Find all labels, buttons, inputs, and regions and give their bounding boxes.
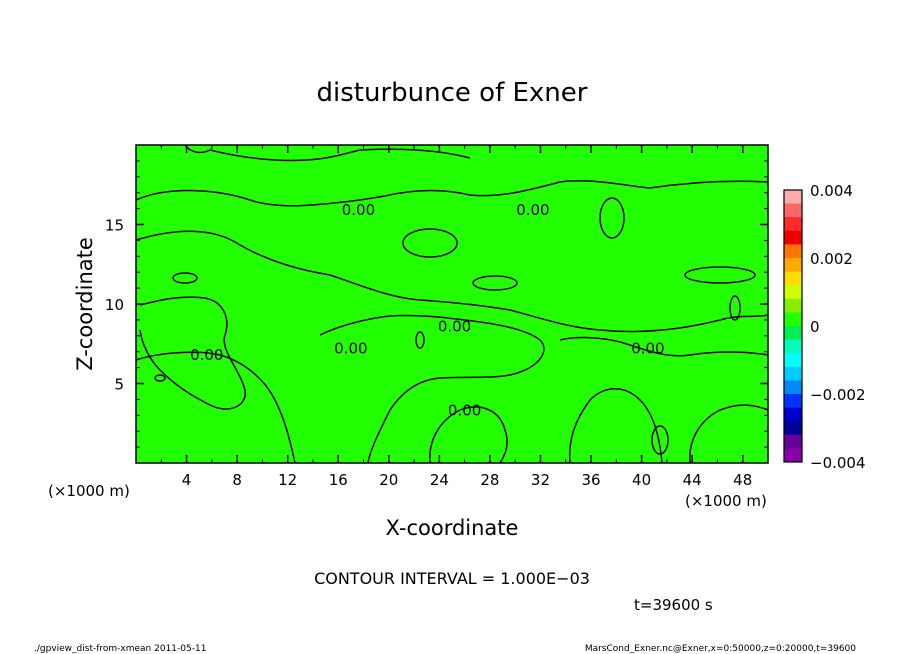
contour-line-bottom-band <box>135 351 296 464</box>
contour-label: 0.00 <box>342 201 375 219</box>
contour-lines <box>135 144 769 464</box>
contour-line-upper-lower-edge <box>135 230 769 333</box>
contour-line-far-right-bottom <box>689 404 769 464</box>
colorbar-swatch <box>784 339 802 354</box>
colorbar-swatch <box>784 217 802 232</box>
contour-label: 0.00 <box>190 346 223 364</box>
colorbar-swatch <box>784 394 802 409</box>
colorbar-swatch <box>784 312 802 327</box>
contour-closed-cell-4 <box>599 197 625 239</box>
contour-line-center-bottom <box>429 406 508 464</box>
x-tick-label: 32 <box>531 471 550 489</box>
colorbar-swatch <box>784 421 802 436</box>
footer-left: ./gpview_dist-from-xmean 2011-05-11 <box>34 644 206 654</box>
colorbar-tick-label: 0.004 <box>810 182 853 200</box>
colorbar-tick-label: −0.002 <box>810 386 866 404</box>
contour-line-top-left <box>184 144 471 162</box>
x-axis-label: X-coordinate <box>386 516 519 540</box>
colorbar-tick-label: −0.004 <box>810 454 866 472</box>
colorbar-tick-label: 0.002 <box>810 250 853 268</box>
colorbar-swatch <box>784 448 802 463</box>
contour-label: 0.00 <box>631 340 664 358</box>
x-tick-label: 4 <box>182 471 192 489</box>
colorbar-swatch <box>784 380 802 395</box>
colorbar-swatch <box>784 366 802 381</box>
y-tick-label: 15 <box>105 217 124 235</box>
colorbar-tick-label: 0 <box>810 318 820 336</box>
contour-label: 0.00 <box>334 340 367 358</box>
time-label: t=39600 s <box>634 596 713 614</box>
x-tick-label: 24 <box>430 471 449 489</box>
x-tick-label: 48 <box>733 471 752 489</box>
colorbar-swatch <box>784 203 802 218</box>
colorbar-swatch <box>784 244 802 259</box>
contour-closed-cell-7 <box>154 374 166 382</box>
contour-closed-cell-3 <box>172 272 198 284</box>
colorbar-swatch <box>784 285 802 300</box>
colorbar-swatch <box>784 353 802 368</box>
y-tick-label: 5 <box>114 376 124 394</box>
contour-label: 0.00 <box>438 317 471 335</box>
contour-line-right-middle <box>559 336 769 357</box>
contour-interval-text: CONTOUR INTERVAL = 1.000E−03 <box>314 569 590 588</box>
x-tick-label: 8 <box>232 471 242 489</box>
contour-closed-cell-6 <box>729 295 741 321</box>
x-unit-left: (×1000 m) <box>48 482 130 500</box>
contour-closed-cell-8 <box>651 425 669 455</box>
contour-line-right-bottom <box>568 388 663 464</box>
colorbar-swatch <box>784 434 802 449</box>
chart-title: disturbunce of Exner <box>317 78 588 108</box>
contour-labels: 0.00 0.00 0.00 0.00 0.00 0.00 0.00 <box>190 201 665 419</box>
x-axis: 4 8 12 16 20 24 28 32 36 40 44 48 <box>160 145 752 489</box>
y-tick-label: 10 <box>105 296 124 314</box>
plot-area: 0.00 0.00 0.00 0.00 0.00 0.00 0.00 <box>135 144 769 464</box>
colorbar-frame <box>783 189 803 463</box>
contour-closed-cell-1 <box>402 228 458 258</box>
x-unit-right: (×1000 m) <box>685 492 767 510</box>
colorbar-swatch <box>784 326 802 341</box>
colorbar-swatch <box>784 271 802 286</box>
x-tick-label: 40 <box>632 471 651 489</box>
colorbar-swatch <box>784 230 802 245</box>
contour-line-upper-band <box>135 180 769 207</box>
contour-closed-cell-2 <box>472 275 518 291</box>
colorbar-swatch <box>784 258 802 273</box>
contour-label: 0.00 <box>516 201 549 219</box>
contour-closed-cell-5 <box>684 266 756 284</box>
contour-line-middle-left <box>139 296 246 410</box>
colorbar-swatch <box>784 298 802 313</box>
x-tick-label: 36 <box>581 471 600 489</box>
colorbar-swatch <box>784 407 802 422</box>
y-axis-label: Z-coordinate <box>73 237 97 371</box>
x-tick-label: 16 <box>329 471 348 489</box>
contour-line-center <box>319 314 545 464</box>
x-tick-label: 28 <box>480 471 499 489</box>
contour-label: 0.00 <box>448 402 481 420</box>
footer-right: MarsCond_Exner.nc@Exner,x=0:50000,z=0:20… <box>585 644 856 654</box>
x-tick-label: 12 <box>278 471 297 489</box>
x-tick-label: 44 <box>683 471 702 489</box>
contour-closed-cell-9 <box>415 331 425 349</box>
colorbar-swatch <box>784 190 802 205</box>
y-axis: 5 10 15 <box>105 160 768 448</box>
x-tick-label: 20 <box>379 471 398 489</box>
colorbar: 0.004 0.002 0 −0.002 −0.004 <box>783 182 866 472</box>
